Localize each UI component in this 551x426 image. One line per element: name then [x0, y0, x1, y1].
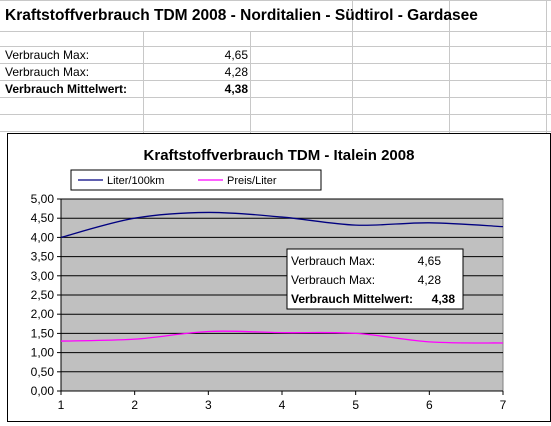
chart-title: Kraftstoffverbrauch TDM - Italein 2008 [144, 147, 415, 164]
series-line-preis-liter[interactable] [60, 330, 504, 344]
y-tick-label: 0,50 [31, 365, 55, 379]
cell-label-max-2[interactable]: Verbrauch Max: [5, 65, 90, 79]
x-tick-label: 3 [205, 398, 212, 412]
annotation-label: Verbrauch Max: [291, 273, 375, 287]
cell-label-mean[interactable]: Verbrauch Mittelwert: [5, 82, 128, 96]
y-tick-label: 3,00 [31, 269, 55, 283]
x-tick-label: 7 [500, 398, 507, 412]
annotation-label: Verbrauch Mittelwert: [291, 292, 413, 306]
series-line-liter-100km[interactable] [60, 211, 504, 239]
annotation-box[interactable] [286, 248, 464, 310]
cell-value-mean[interactable]: 4,38 [224, 82, 248, 96]
cell-value-max-2[interactable]: 4,28 [224, 65, 248, 79]
annotation-value: 4,28 [418, 273, 442, 287]
cell-value-max-1[interactable]: 4,65 [224, 48, 248, 62]
cell-label-max-1[interactable]: Verbrauch Max: [5, 48, 90, 62]
y-tick-label: 1,50 [31, 326, 55, 340]
annotation-label: Verbrauch Max: [291, 254, 375, 268]
annotation-value: 4,65 [418, 254, 442, 268]
y-tick-label: 4,50 [31, 211, 55, 225]
x-tick-label: 2 [131, 398, 138, 412]
y-tick-label: 2,00 [31, 307, 55, 321]
x-tick-label: 1 [58, 398, 65, 412]
y-tick-label: 1,00 [31, 346, 55, 360]
y-tick-label: 5,00 [31, 192, 55, 206]
y-tick-label: 3,50 [31, 250, 55, 264]
y-tick-label: 4,00 [31, 230, 55, 244]
x-tick-label: 5 [352, 398, 359, 412]
line-chart[interactable]: Kraftstoffverbrauch TDM - Italein 2008 0,… [8, 134, 550, 421]
y-tick-label: 2,50 [31, 288, 55, 302]
x-tick-label: 4 [279, 398, 286, 412]
x-tick-label: 6 [426, 398, 433, 412]
legend-label: Preis/Liter [227, 175, 277, 187]
legend-label: Liter/100km [107, 175, 164, 187]
y-tick-label: 0,00 [31, 384, 55, 398]
annotation-value: 4,38 [432, 292, 456, 306]
legend[interactable] [70, 169, 322, 191]
sheet-title[interactable]: Kraftstoffverbrauch TDM 2008 - Norditali… [5, 7, 478, 24]
chart-area[interactable]: Kraftstoffverbrauch TDM - Italein 2008 0,… [7, 133, 551, 422]
